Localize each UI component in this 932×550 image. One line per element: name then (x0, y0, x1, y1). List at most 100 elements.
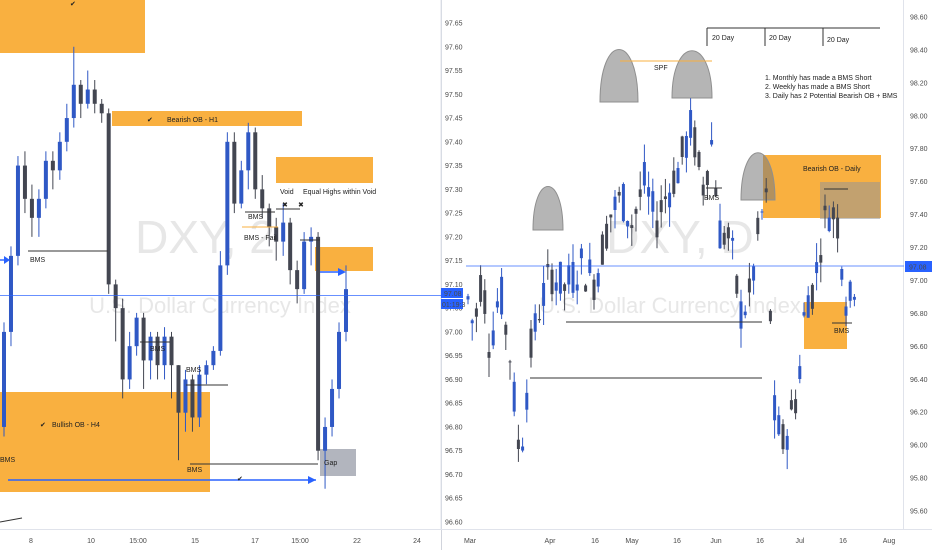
dome-shape-1 (532, 186, 564, 231)
left-y-tick-label: 96.70 (445, 472, 463, 479)
analysis-note-1: 1. Monthly has made a BMS Short (765, 75, 872, 82)
left-y-tick-label: 97.05 (445, 306, 463, 313)
right-candle-body (752, 266, 756, 281)
left-candle-body (281, 222, 286, 242)
right-y-tick-label: 96.40 (910, 377, 928, 384)
left-x-tick-label: 15:00 (129, 538, 147, 545)
left-candle-body (99, 103, 104, 114)
left-y-tick-label: 96.80 (445, 424, 463, 431)
right-candle-body (663, 196, 667, 200)
left-y-tick-label: 97.40 (445, 139, 463, 146)
left-y-tick-label: 97.60 (445, 44, 463, 51)
right-candle-body (479, 275, 483, 302)
left-candle-body (246, 132, 251, 171)
left-candle-body (204, 365, 209, 375)
right-candle-body (630, 225, 634, 229)
right-candle-body (512, 381, 516, 412)
left-y-tick-label: 97.15 (445, 258, 463, 265)
bearish-ob-daily-overlap (820, 182, 880, 219)
bottom-left-trendline (0, 517, 23, 523)
left-candle-body (8, 255, 13, 332)
dome-shape-2 (599, 49, 639, 103)
bms-fail-label: BMS - Fail (244, 235, 277, 242)
right-candle-body (621, 184, 625, 222)
right-candle-body (579, 248, 583, 259)
right-candle-body (840, 268, 844, 280)
gap-label: Gap (324, 460, 337, 467)
left-x-tick-label: 17 (251, 538, 259, 545)
left-last-price-value: 97.08 (444, 291, 462, 298)
left-x-tick-label: 22 (353, 538, 361, 545)
left-candle-body (141, 317, 146, 361)
daily-bms-label-2: BMS (834, 328, 850, 335)
right-candle-body (701, 184, 705, 196)
spf-label: SPF (654, 65, 668, 72)
right-x-tick-label: 16 (673, 538, 681, 545)
right-candle-body (710, 140, 714, 145)
top-check-icon: ✔ (70, 1, 76, 8)
right-candle-body (651, 191, 655, 212)
left-candle-body (169, 336, 174, 366)
right-candle-body (768, 310, 772, 322)
right-x-tick-label: 16 (591, 538, 599, 545)
left-last-price-tag (441, 288, 463, 298)
right-candle-body (550, 269, 554, 295)
right-candle-body (777, 415, 781, 435)
right-candle-body (600, 234, 604, 265)
right-candle-body (575, 284, 579, 291)
right-candle-body (558, 261, 562, 294)
right-candle-body (529, 328, 533, 358)
right-x-tick-label: Jun (710, 538, 721, 545)
left-candle-body (211, 350, 216, 366)
right-candle-body (642, 162, 646, 186)
right-x-tick-label: May (625, 538, 639, 545)
target-check-icon: ✔ (237, 476, 243, 483)
left-candle-body (337, 331, 342, 389)
left-x-tick-label: 15:00 (291, 538, 309, 545)
right-y-tick-label: 96.60 (910, 344, 928, 351)
bullish-ob-h4-zone (0, 392, 210, 492)
left-candle-body (29, 198, 34, 218)
right-y-tick-label: 95.80 (910, 476, 928, 483)
left-candle-body (295, 270, 300, 290)
right-candle-body (747, 278, 751, 293)
left-candle-body (267, 208, 272, 228)
left-y-tick-label: 96.75 (445, 448, 463, 455)
right-candle-body (571, 262, 575, 293)
left-countdown-value: 01:19:3 (442, 302, 465, 309)
right-candle-body (718, 220, 722, 249)
right-candle-body (655, 220, 659, 238)
equal-highs-label: Equal Highs within Void (303, 189, 376, 196)
right-y-tick-label: 97.40 (910, 212, 928, 219)
bullish-ob-h4-label: Bullish OB - H4 (52, 422, 100, 429)
right-x-tick-label: Apr (545, 538, 557, 545)
left-candle-body (113, 284, 118, 309)
right-candle-body (794, 399, 798, 414)
left-y-tick-label: 97.00 (445, 329, 463, 336)
left-y-tick-label: 97.50 (445, 92, 463, 99)
right-y-tick-label: 98.60 (910, 15, 928, 22)
right-candle-body (508, 361, 512, 363)
left-candle-body (43, 160, 48, 199)
left-candle-body (309, 236, 314, 242)
right-candle-body (470, 320, 474, 324)
right-candle-body (617, 191, 621, 196)
right-candle-body (815, 262, 819, 274)
bearish-ob-daily-label: Bearish OB - Daily (803, 166, 861, 173)
left-candle-body (323, 426, 328, 451)
left-candle-body (85, 89, 90, 104)
equal-high-cross-1: ✖ (282, 202, 288, 209)
right-candle-body (605, 223, 609, 249)
left-y-tick-label: 97.10 (445, 282, 463, 289)
left-y-tick-label: 97.20 (445, 234, 463, 241)
right-candle-body (848, 281, 852, 301)
right-candle-body (836, 217, 840, 239)
right-candle-body (693, 127, 697, 158)
right-candle-body (802, 312, 806, 316)
daily-demand-zone (804, 302, 847, 349)
right-x-tick-label: 16 (839, 538, 847, 545)
twenty-day-label-1: 20 Day (712, 35, 735, 42)
right-candle-body (537, 319, 541, 321)
equal-high-cross-2: ✖ (298, 202, 304, 209)
